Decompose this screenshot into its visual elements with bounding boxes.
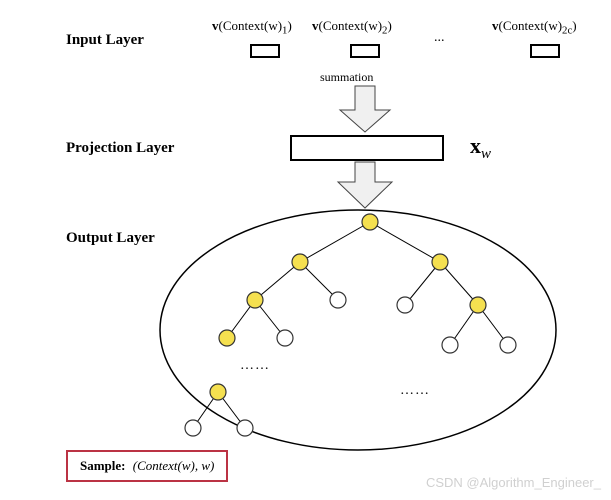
formula-v2: v(Context(w)2)	[312, 18, 392, 37]
sample-box: Sample: (Context(w), w)	[66, 450, 228, 482]
input-layer-label: Input Layer	[66, 32, 144, 49]
projection-layer-label: Projection Layer	[66, 140, 174, 157]
output-layer-label: Output Layer	[66, 230, 155, 247]
xw-label: xw	[470, 133, 491, 159]
input-box	[350, 44, 380, 58]
formula-v1: v(Context(w)1)	[212, 18, 292, 37]
summation-label: summation	[320, 70, 373, 85]
watermark: CSDN @Algorithm_Engineer_	[426, 475, 601, 490]
tree-dots-left: ……	[240, 358, 270, 374]
input-box	[250, 44, 280, 58]
formula-v3: v(Context(w)2c)	[492, 18, 577, 37]
projection-box	[290, 135, 444, 161]
input-box	[530, 44, 560, 58]
tree-dots-right: ……	[400, 383, 430, 399]
diagram-svg	[0, 0, 611, 500]
input-ellipsis: ...	[434, 30, 445, 46]
